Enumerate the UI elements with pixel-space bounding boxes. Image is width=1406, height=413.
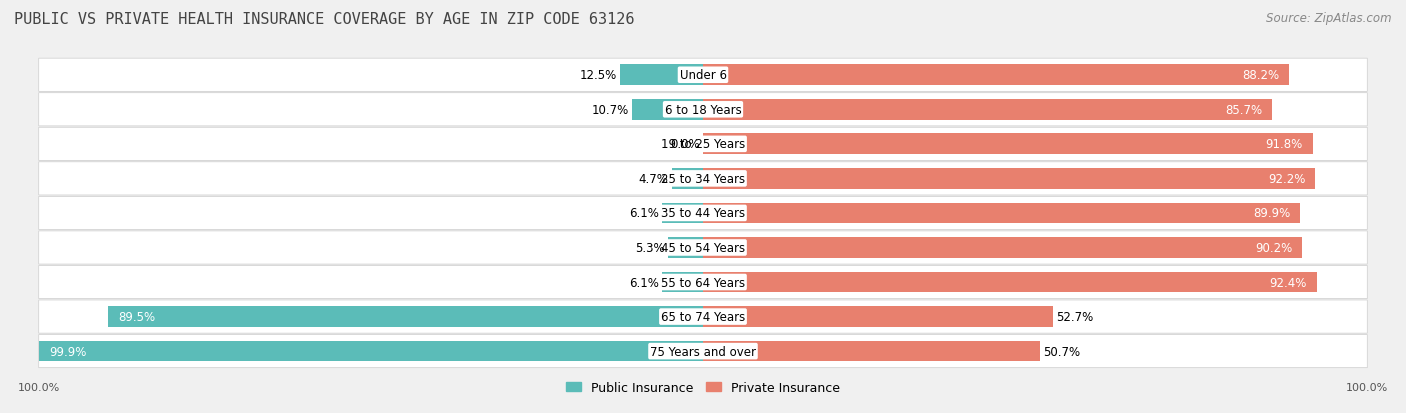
Text: 90.2%: 90.2%	[1256, 241, 1292, 254]
Bar	[703, 272, 1317, 293]
Text: 45 to 54 Years: 45 to 54 Years	[661, 241, 745, 254]
Bar	[703, 341, 1040, 362]
Bar	[703, 237, 1302, 258]
Legend: Public Insurance, Private Insurance: Public Insurance, Private Insurance	[561, 376, 845, 399]
Text: PUBLIC VS PRIVATE HEALTH INSURANCE COVERAGE BY AGE IN ZIP CODE 63126: PUBLIC VS PRIVATE HEALTH INSURANCE COVER…	[14, 12, 634, 27]
Bar	[108, 306, 703, 327]
Text: Source: ZipAtlas.com: Source: ZipAtlas.com	[1267, 12, 1392, 25]
Bar	[703, 169, 1316, 189]
Text: 6.1%: 6.1%	[630, 276, 659, 289]
Text: 92.2%: 92.2%	[1268, 173, 1306, 185]
Text: 89.9%: 89.9%	[1253, 207, 1291, 220]
Text: Under 6: Under 6	[679, 69, 727, 82]
Text: 35 to 44 Years: 35 to 44 Years	[661, 207, 745, 220]
FancyBboxPatch shape	[39, 300, 1367, 333]
Text: 52.7%: 52.7%	[1056, 310, 1094, 323]
FancyBboxPatch shape	[39, 231, 1367, 264]
Text: 12.5%: 12.5%	[579, 69, 617, 82]
FancyBboxPatch shape	[39, 197, 1367, 230]
Text: 91.8%: 91.8%	[1265, 138, 1303, 151]
Bar	[703, 65, 1289, 86]
Bar	[631, 100, 703, 120]
Text: 85.7%: 85.7%	[1225, 104, 1263, 116]
Bar	[703, 134, 1313, 155]
Text: 6 to 18 Years: 6 to 18 Years	[665, 104, 741, 116]
Bar	[662, 272, 703, 293]
FancyBboxPatch shape	[39, 128, 1367, 161]
Bar	[39, 341, 703, 362]
FancyBboxPatch shape	[39, 162, 1367, 195]
Text: 55 to 64 Years: 55 to 64 Years	[661, 276, 745, 289]
Bar	[668, 237, 703, 258]
FancyBboxPatch shape	[39, 266, 1367, 299]
Text: 10.7%: 10.7%	[592, 104, 628, 116]
Text: 92.4%: 92.4%	[1270, 276, 1306, 289]
Text: 25 to 34 Years: 25 to 34 Years	[661, 173, 745, 185]
Bar	[620, 65, 703, 86]
Text: 50.7%: 50.7%	[1043, 345, 1080, 358]
Bar	[703, 203, 1301, 224]
FancyBboxPatch shape	[39, 335, 1367, 368]
Text: 75 Years and over: 75 Years and over	[650, 345, 756, 358]
Text: 6.1%: 6.1%	[630, 207, 659, 220]
Text: 5.3%: 5.3%	[636, 241, 665, 254]
FancyBboxPatch shape	[39, 93, 1367, 126]
Text: 4.7%: 4.7%	[638, 173, 668, 185]
Text: 99.9%: 99.9%	[49, 345, 87, 358]
Text: 65 to 74 Years: 65 to 74 Years	[661, 310, 745, 323]
Bar	[703, 306, 1053, 327]
Text: 89.5%: 89.5%	[118, 310, 156, 323]
Text: 88.2%: 88.2%	[1241, 69, 1279, 82]
Text: 0.0%: 0.0%	[671, 138, 700, 151]
Bar	[672, 169, 703, 189]
FancyBboxPatch shape	[39, 59, 1367, 92]
Bar	[662, 203, 703, 224]
Bar	[703, 100, 1272, 120]
Text: 19 to 25 Years: 19 to 25 Years	[661, 138, 745, 151]
